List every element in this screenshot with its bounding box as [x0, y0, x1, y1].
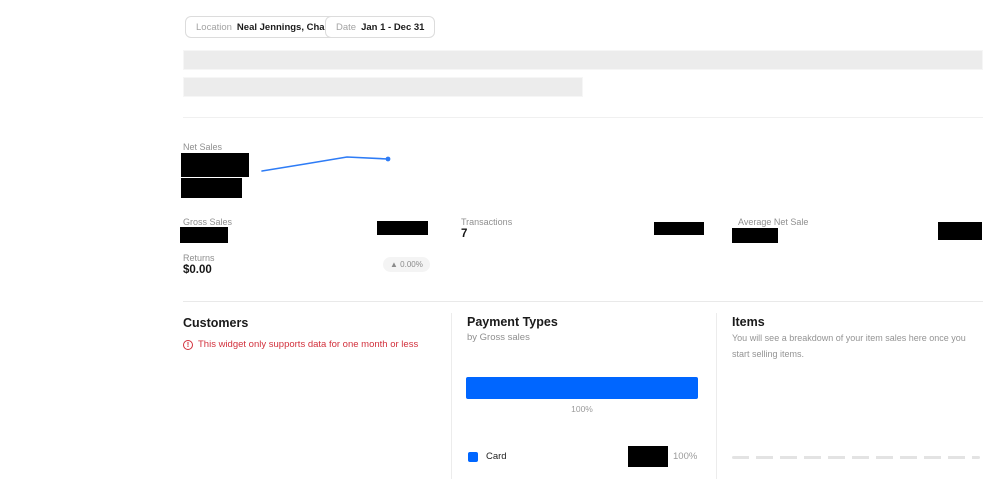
gross-sales-label: Gross Sales [183, 217, 233, 227]
redacted-transactions-change-badge [654, 222, 704, 235]
location-filter-button[interactable]: Location Neal Jennings, Charter... [185, 16, 359, 38]
redacted-net-sales-secondary [181, 178, 242, 198]
divider-top [183, 117, 983, 118]
redacted-gross-sales-value [180, 227, 228, 243]
divider-middle [183, 301, 983, 302]
skeleton-bar-long [183, 50, 983, 70]
redacted-card-amount [628, 446, 668, 467]
sparkline-endpoint-dot [385, 156, 391, 162]
customers-warning: ! This widget only supports data for one… [183, 339, 418, 350]
date-filter-button[interactable]: Date Jan 1 - Dec 31 [325, 16, 436, 38]
divider-vertical-1 [451, 313, 452, 479]
redacted-net-sales-value [181, 153, 249, 177]
net-sales-sparkline-chart [261, 156, 391, 172]
payment-types-bar-card-segment[interactable] [466, 377, 698, 399]
divider-vertical-2 [716, 313, 717, 479]
location-filter-value: Neal Jennings, Charter... [236, 21, 348, 33]
payment-types-bar-percent-label: 100% [571, 404, 593, 414]
average-net-sale-label: Average Net Sale [738, 217, 809, 227]
location-filter-label: Location [196, 21, 232, 33]
items-title: Items [732, 315, 765, 329]
redacted-average-net-sale-change-badge [938, 222, 982, 240]
customers-warning-text: This widget only supports data for one m… [198, 339, 419, 350]
returns-change-badge: ▲ 0.00% [383, 257, 430, 272]
redacted-gross-sales-change-badge [377, 221, 428, 235]
redacted-average-net-sale-value [732, 228, 778, 243]
returns-label: Returns [183, 253, 215, 263]
returns-value: $0.00 [183, 264, 212, 276]
payment-types-title: Payment Types [467, 315, 558, 329]
customers-title: Customers [183, 316, 249, 330]
date-filter-value: Jan 1 - Dec 31 [361, 21, 425, 33]
transactions-label: Transactions [461, 217, 513, 227]
warning-icon: ! [183, 339, 193, 350]
net-sales-label: Net Sales [183, 142, 223, 152]
card-legend-swatch [468, 452, 478, 462]
card-legend-percent: 100% [673, 451, 698, 462]
items-skeleton-dashed-line [732, 456, 980, 459]
date-filter-label: Date [336, 21, 357, 33]
transactions-value: 7 [461, 228, 468, 240]
items-empty-text: You will see a breakdown of your item sa… [732, 333, 966, 359]
skeleton-bar-short [183, 77, 583, 97]
card-legend-label: Card [486, 451, 507, 462]
payment-types-subtitle: by Gross sales [467, 332, 530, 343]
